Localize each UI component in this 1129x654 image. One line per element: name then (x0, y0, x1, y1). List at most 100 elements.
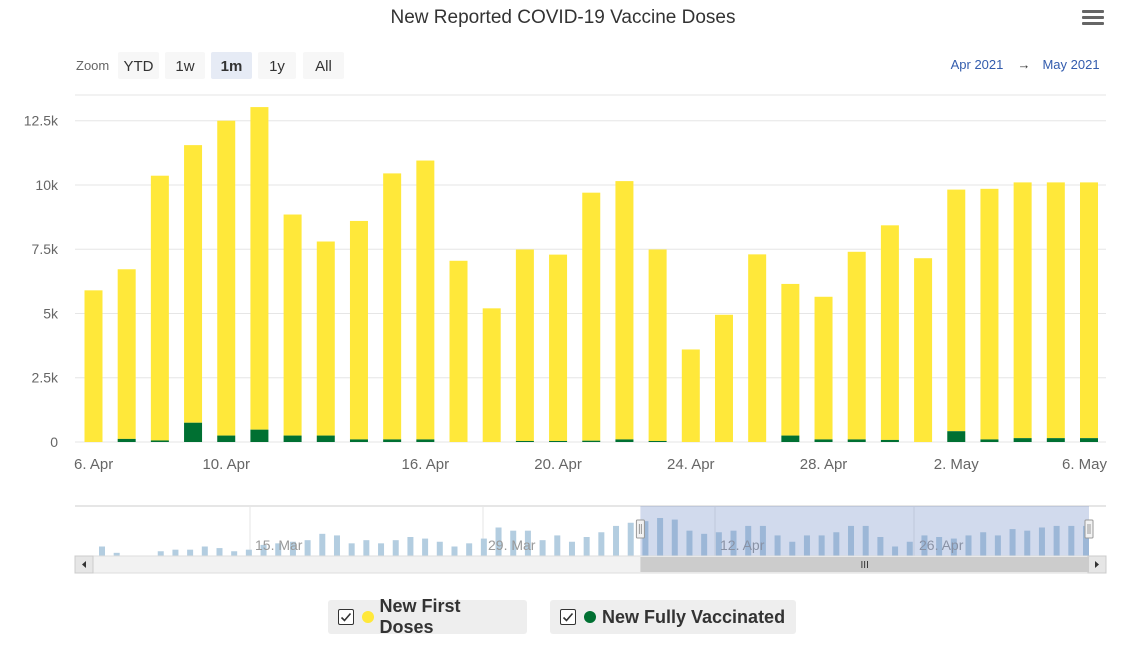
zoom-button-all[interactable] (303, 52, 344, 79)
bar-fully-vaccinated (416, 439, 435, 442)
zoom-button-1m[interactable] (211, 52, 252, 79)
x-tick-label: 28. Apr (800, 456, 848, 473)
menu-bar-icon (1082, 22, 1104, 25)
x-tick-label: 16. Apr (402, 456, 450, 473)
bar-first-doses (416, 160, 435, 440)
navigator-bar (231, 551, 238, 556)
bar-first-doses (482, 308, 501, 442)
bar-first-doses (814, 296, 833, 440)
x-tick-label: 20. Apr (534, 456, 582, 473)
navigator-bar (451, 546, 458, 556)
x-tick-label: 2. May (934, 456, 980, 473)
navigator-bar (789, 541, 796, 556)
navigator-bar (906, 541, 913, 556)
bar-first-doses (1080, 182, 1098, 439)
navigator-selection[interactable] (640, 506, 1089, 556)
bar-first-doses (615, 181, 634, 440)
bar-first-doses (349, 220, 368, 440)
navigator-bar (950, 538, 957, 556)
navigator[interactable]: 15. Mar 29. Mar 12. Apr 26. Apr III (74, 505, 1107, 574)
navigator-bar (524, 530, 531, 556)
scrollbar-thumb[interactable] (640, 557, 1089, 572)
navigator-bar (378, 543, 385, 556)
zoom-button-1y (258, 52, 296, 79)
bar-first-doses (549, 254, 568, 441)
navigator-bar (392, 540, 399, 556)
zoom-button-1w[interactable] (165, 52, 205, 79)
navigator-bar (510, 530, 517, 556)
navigator-bar (201, 546, 208, 556)
bar-fully-vaccinated (549, 440, 568, 442)
y-tick-label: 10k (35, 177, 59, 193)
y-tick-label: 2.5k (32, 370, 59, 386)
navigator-left-handle[interactable] (635, 519, 645, 539)
navigator-bar (774, 535, 781, 556)
chart-title: New Reported COVID-19 Vaccine Doses (391, 7, 736, 28)
bar-first-doses (681, 349, 700, 442)
x-tick-label: 24. Apr (667, 456, 715, 473)
bar-first-doses (515, 249, 534, 441)
zoom-button-label: All (315, 58, 332, 75)
zoom-label: Zoom (76, 58, 109, 73)
navigator-bar (304, 540, 311, 556)
navigator-bar (965, 535, 972, 556)
bar-first-doses (947, 189, 966, 432)
navigator-right-handle[interactable] (1084, 519, 1094, 539)
navigator-bar (172, 549, 179, 556)
navigator-bar (818, 535, 825, 556)
bar-fully-vaccinated (184, 422, 203, 442)
x-tick-label: 6. May (1062, 456, 1108, 473)
bar-fully-vaccinated (847, 439, 866, 442)
legend-label: New Fully Vaccinated (602, 606, 786, 627)
navigator-bar (877, 537, 884, 556)
bar-first-doses (84, 290, 103, 442)
navigator-bar (436, 541, 443, 556)
navigator-label: 15. Mar (255, 537, 303, 553)
bar-fully-vaccinated (980, 439, 999, 442)
bar-first-doses (150, 175, 169, 441)
navigator-bar (921, 535, 928, 556)
range-from-input[interactable]: Apr 2021 (951, 57, 1004, 72)
range-to-input[interactable]: May 2021 (1042, 57, 1099, 72)
range-arrow: → (1018, 57, 1031, 72)
navigator-bar (892, 546, 899, 556)
x-tick-label: 6. Apr (74, 456, 113, 473)
navigator-bar (1053, 525, 1060, 556)
checkbox-icon (338, 609, 354, 625)
zoom-button-label: 1w (175, 58, 194, 75)
navigator-bar (994, 535, 1001, 556)
bar-fully-vaccinated (781, 435, 800, 442)
navigator-bar (715, 532, 722, 556)
bar-fully-vaccinated (117, 438, 136, 442)
navigator-bar (348, 543, 355, 556)
legend-label: New First Doses (379, 596, 461, 637)
navigator-bar (568, 541, 575, 556)
chart-menu-button[interactable] (1082, 10, 1104, 30)
bar-fully-vaccinated (1013, 438, 1032, 442)
legend-item-first-doses[interactable]: New First Doses (328, 596, 527, 637)
navigator-bar (363, 540, 370, 556)
navigator-bar (157, 551, 164, 556)
navigator-bar (701, 533, 708, 556)
bar-fully-vaccinated (648, 440, 667, 442)
navigator-bar (99, 546, 105, 556)
navigator-bar (466, 543, 473, 556)
navigator-bar (289, 541, 296, 556)
bar-fully-vaccinated (383, 439, 402, 442)
navigator-label: 12. Apr (720, 537, 765, 553)
y-tick-label: 12.5k (24, 113, 59, 129)
bar-fully-vaccinated (582, 440, 601, 442)
navigator-bar (627, 522, 634, 556)
navigator-bar (686, 530, 693, 556)
menu-bar-icon (1082, 16, 1104, 19)
bar-first-doses (914, 258, 933, 442)
legend-dot-icon (584, 611, 596, 623)
legend-item-fully-vaccinated[interactable]: New Fully Vaccinated (550, 600, 796, 634)
bar-fully-vaccinated (814, 439, 833, 442)
bar-first-doses (980, 188, 999, 440)
navigator-label: 26. Apr (919, 537, 964, 553)
zoom-button-ytd[interactable] (118, 52, 159, 79)
navigator-bar (583, 537, 590, 556)
navigator-bar (745, 525, 752, 556)
bar-first-doses (714, 314, 733, 442)
